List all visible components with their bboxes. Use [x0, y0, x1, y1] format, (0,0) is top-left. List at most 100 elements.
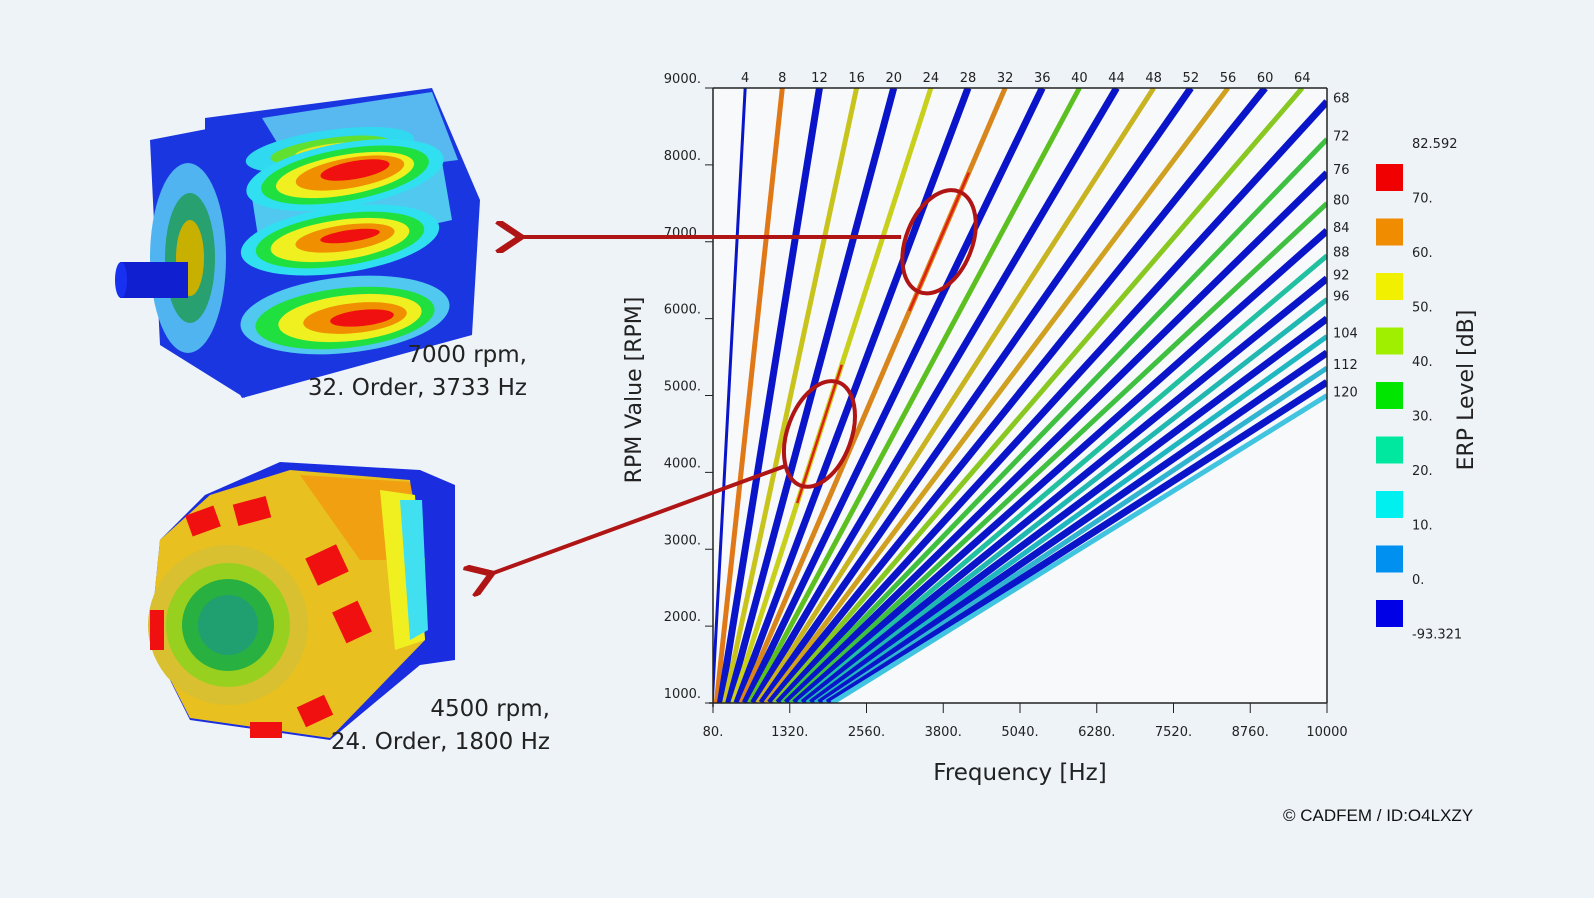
y-tick-label: 3000.: [664, 533, 701, 548]
order-line-12: [716, 88, 823, 703]
order-lines: [713, 88, 1327, 703]
y-tick-label: 5000.: [664, 380, 701, 395]
order-label-top: 16: [848, 71, 865, 86]
order-label-right: 80: [1333, 193, 1350, 208]
y-tick-label: 2000.: [664, 610, 701, 625]
order-label-right: 68: [1333, 92, 1350, 107]
x-tick-label: 8760.: [1232, 725, 1269, 740]
order-line-56: [763, 88, 1230, 703]
legend-level-label: 20.: [1412, 464, 1433, 479]
order-line-112: [822, 365, 1327, 703]
caption-top-line2: 32. Order, 3733 Hz: [307, 375, 527, 401]
order-line-52: [758, 88, 1194, 703]
order-label-right: 72: [1333, 129, 1350, 144]
y-tick-label: 6000.: [664, 303, 701, 318]
order-line-68: [775, 99, 1327, 703]
order-label-top: 56: [1220, 71, 1237, 86]
legend-level-label: 50.: [1412, 301, 1433, 316]
y-tick-label: 4000.: [664, 456, 701, 471]
x-tick-label: 1320.: [771, 725, 808, 740]
highlight-ellipse-7000rpm: [900, 188, 978, 296]
legend-swatch: [1376, 491, 1403, 518]
legend-swatch: [1376, 218, 1403, 246]
order-line-40: [747, 88, 1082, 703]
order-line-96: [805, 297, 1327, 703]
x-tick-label: 2560.: [848, 725, 885, 740]
caption-top: 7000 rpm, 32. Order, 3733 Hz: [280, 339, 527, 405]
y-tick-label: 8000.: [664, 149, 701, 164]
legend-level-label: 70.: [1412, 192, 1433, 207]
order-line-60: [767, 88, 1268, 703]
order-label-top: 32: [997, 71, 1014, 86]
order-line-92: [800, 275, 1327, 703]
x-axis-title: Frequency [Hz]: [933, 760, 1106, 786]
x-tick-label: 5040.: [1001, 725, 1038, 740]
order-line-120: [830, 393, 1327, 703]
x-tick-label: 80.: [703, 725, 724, 740]
order-label-top: 64: [1294, 71, 1311, 86]
order-label-right: 88: [1333, 246, 1350, 261]
x-tick-label: 10000: [1306, 725, 1347, 740]
order-line-116: [825, 379, 1327, 703]
y-tick-label: 1000.: [664, 687, 701, 702]
caption-bottom-line1: 4500 rpm,: [430, 696, 550, 722]
x-tick-label: 6280.: [1078, 725, 1115, 740]
y-tick-label: 9000.: [664, 72, 701, 87]
order-line-4: [713, 88, 747, 703]
copyright: © CADFEM / ID:O4LXZY: [1283, 806, 1474, 825]
legend-swatch: [1376, 382, 1403, 409]
order-label-top: 52: [1183, 71, 1200, 86]
legend-level-label: 0.: [1412, 573, 1424, 588]
order-line-16: [722, 88, 860, 703]
order-label-top: 8: [778, 71, 786, 86]
order-label-top: 60: [1257, 71, 1274, 86]
highlight-segment: [795, 364, 843, 504]
caption-bottom: 4500 rpm, 24. Order, 1800 Hz: [300, 693, 550, 759]
caption-bottom-line2: 24. Order, 1800 Hz: [330, 729, 550, 755]
order-line-8: [713, 88, 785, 703]
legend: 82.592 70. 60. 50. 40. 30. 20. 10. 0. -93.321 ERP …: [1376, 137, 1479, 643]
motor-image-7000rpm: [115, 88, 480, 398]
order-label-top: 24: [923, 71, 940, 86]
order-line-76: [783, 170, 1327, 703]
order-label-right: 92: [1333, 269, 1350, 284]
order-line-88: [797, 253, 1327, 703]
legend-swatch: [1376, 164, 1403, 191]
order-label-top: 44: [1108, 71, 1125, 86]
order-label-right: 104: [1333, 326, 1358, 341]
order-line-44: [750, 88, 1120, 703]
order-line-80: [788, 201, 1327, 703]
legend-swatch: [1376, 600, 1403, 627]
order-label-right: 84: [1333, 221, 1350, 236]
legend-swatch: [1376, 273, 1403, 300]
x-tick-label: 7520.: [1155, 725, 1192, 740]
order-label-top: 20: [885, 71, 902, 86]
order-label-top: 28: [960, 71, 977, 86]
highlight-ellipse-4500rpm: [781, 379, 857, 489]
order-line-36: [742, 88, 1046, 703]
annotations: [488, 188, 978, 575]
legend-level-label: 60.: [1412, 246, 1433, 261]
legend-level-label: 30.: [1412, 410, 1433, 425]
legend-title: ERP Level [dB]: [1454, 310, 1479, 471]
highlight-segment: [908, 172, 970, 312]
order-label-top: 48: [1145, 71, 1162, 86]
caption-top-line1: 7000 rpm,: [407, 342, 527, 368]
legend-swatch: [1376, 545, 1403, 573]
order-label-right: 96: [1333, 289, 1350, 304]
order-label-top: 4: [741, 71, 749, 86]
order-label-top: 40: [1071, 71, 1088, 86]
legend-swatch: [1376, 436, 1403, 464]
order-label-top: 36: [1034, 71, 1051, 86]
order-line-108: [817, 349, 1327, 703]
legend-level-label: 40.: [1412, 355, 1433, 370]
legend-swatch: [1376, 327, 1403, 355]
order-line-48: [755, 88, 1156, 703]
y-axis-title: RPM Value [RPM]: [622, 297, 647, 484]
arrow-to-motor-bottom: [488, 464, 787, 575]
x-tick-label: 3800.: [925, 725, 962, 740]
order-line-100: [809, 315, 1327, 703]
order-line-64: [772, 88, 1305, 703]
order-line-72: [780, 137, 1327, 703]
